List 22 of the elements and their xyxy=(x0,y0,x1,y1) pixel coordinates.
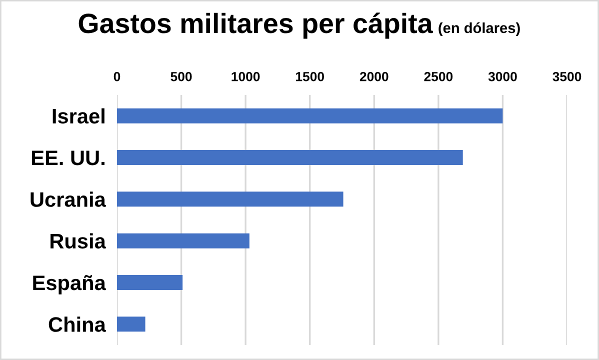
x-tick-label: 0 xyxy=(114,72,120,82)
y-tick-label: China xyxy=(48,316,106,332)
chart-title: Gastos militares per cápita xyxy=(78,12,433,39)
x-tick-label: 3000 xyxy=(488,72,517,82)
bar xyxy=(117,192,344,207)
y-tick-label: Israel xyxy=(52,108,104,124)
bar xyxy=(117,150,463,165)
x-tick-label: 1000 xyxy=(232,72,260,82)
x-tick-label: 500 xyxy=(170,72,192,82)
y-tick-label: Rusia xyxy=(50,233,106,249)
y-tick-label: Ucrania xyxy=(30,192,106,207)
x-tick-label: 1500 xyxy=(296,72,324,82)
y-tick-label: EE. UU. xyxy=(32,150,104,166)
bar xyxy=(117,108,503,124)
bar xyxy=(117,233,250,248)
bar xyxy=(117,275,183,290)
y-tick-label: España xyxy=(33,275,106,294)
chart-subtitle: (en dólares) xyxy=(438,22,520,36)
x-tick-label: 2500 xyxy=(424,72,453,82)
x-tick-label: 3500 xyxy=(552,72,582,82)
x-tick-label: 2000 xyxy=(360,72,388,82)
bar xyxy=(117,316,146,332)
